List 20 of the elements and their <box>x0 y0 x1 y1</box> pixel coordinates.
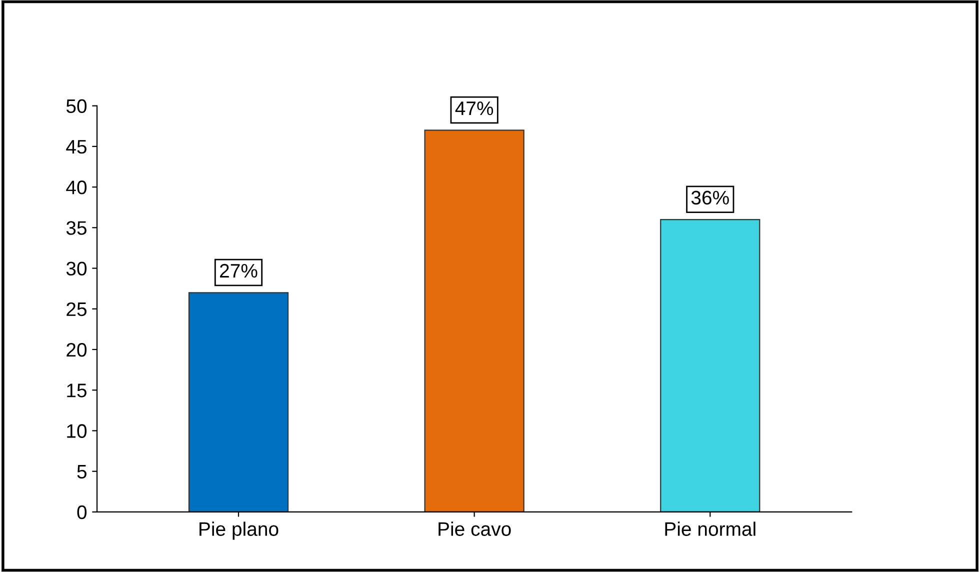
y-tick-label: 10 <box>67 424 87 438</box>
bar <box>424 130 524 512</box>
y-tick-label: 30 <box>66 262 87 276</box>
y-tick-label: 15 <box>67 384 86 398</box>
bar <box>660 218 760 512</box>
x-tick-label: Pie cavo <box>438 522 511 536</box>
y-tick-label: 45 <box>66 140 86 154</box>
y-tick-label: 35 <box>66 221 86 235</box>
y-tick-label: 40 <box>66 180 87 194</box>
bar <box>188 292 289 512</box>
y-tick-label: 0 <box>77 505 87 520</box>
data-label: 47% <box>455 102 494 116</box>
x-tick-label: Pie normal <box>665 522 756 536</box>
x-tick-label: Pie plano <box>200 522 278 540</box>
y-tick-label: 20 <box>66 342 87 357</box>
y-tick-label: 50 <box>66 99 87 114</box>
data-label: 36% <box>691 190 729 205</box>
y-tick-label: 5 <box>77 464 86 479</box>
y-tick-label: 25 <box>66 302 86 316</box>
data-label: 27% <box>220 264 258 278</box>
